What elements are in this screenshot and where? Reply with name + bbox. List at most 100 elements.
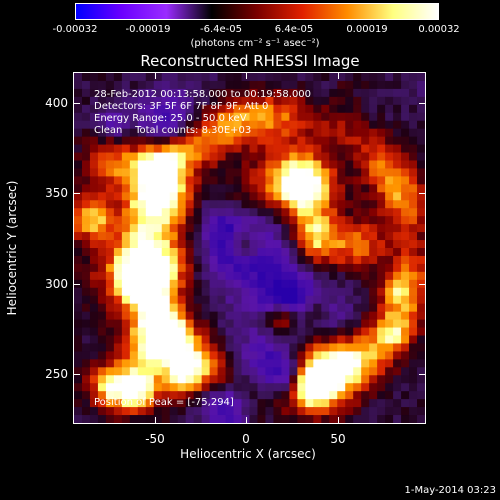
heatmap-cell — [273, 216, 283, 225]
heatmap-cell — [401, 168, 410, 177]
heatmap-cell — [417, 208, 425, 217]
heatmap-cell — [265, 192, 275, 201]
heatmap-cell — [145, 279, 155, 289]
heatmap-cell — [297, 192, 306, 201]
heatmap-cell — [297, 96, 306, 106]
heatmap-cell — [225, 128, 235, 138]
heatmap-cell — [129, 303, 139, 313]
heatmap-cell — [417, 120, 425, 130]
heatmap-cell — [201, 399, 211, 408]
heatmap-cell — [393, 152, 402, 162]
heatmap-cell — [385, 383, 394, 392]
heatmap-cell — [177, 295, 187, 305]
heatmap-cell — [185, 375, 195, 384]
heatmap-cell — [193, 359, 203, 368]
heatmap-cell — [289, 136, 298, 146]
heatmap-cell — [417, 73, 425, 82]
heatmap-cell — [89, 391, 99, 400]
heatmap-cell — [97, 399, 107, 408]
heatmap-cell — [145, 255, 155, 265]
heatmap-cell — [337, 279, 346, 289]
heatmap-cell — [417, 168, 425, 177]
heatmap-cell — [153, 152, 163, 162]
heatmap-cell — [353, 271, 362, 281]
heatmap-cell — [265, 351, 275, 360]
heatmap-cell — [105, 200, 115, 209]
heatmap-cell — [74, 168, 83, 177]
heatmap-cell — [369, 343, 378, 352]
heatmap-cell — [305, 295, 314, 305]
heatmap-cell — [409, 279, 418, 289]
heatmap-cell — [361, 184, 370, 193]
heatmap-cell — [393, 73, 402, 82]
heatmap-cell — [137, 96, 147, 106]
heatmap-cell — [177, 96, 187, 106]
heatmap-cell — [249, 184, 259, 193]
heatmap-cell — [313, 399, 322, 408]
heatmap-cell — [273, 144, 283, 154]
heatmap-cell — [209, 200, 219, 209]
heatmap-cell — [369, 287, 378, 297]
heatmap-cell — [257, 120, 267, 130]
heatmap-cell — [145, 184, 155, 193]
heatmap-cell — [193, 184, 203, 193]
heatmap-cell — [409, 327, 418, 337]
heatmap-cell — [305, 391, 314, 400]
heatmap-cell — [97, 287, 107, 297]
heatmap-cell — [417, 415, 425, 423]
heatmap-cell — [377, 232, 386, 241]
heatmap-cell — [217, 327, 227, 337]
heatmap-cell — [217, 248, 227, 257]
heatmap-cell — [289, 311, 298, 321]
heatmap-cell — [201, 271, 211, 281]
heatmap-cell — [81, 375, 91, 384]
heatmap-cell — [169, 327, 179, 337]
heatmap-cell — [97, 343, 107, 352]
heatmap-cell — [361, 391, 370, 400]
heatmap-cell — [401, 255, 410, 265]
heatmap-cell — [233, 351, 243, 360]
heatmap-cell — [185, 120, 195, 130]
heatmap-cell — [313, 232, 322, 241]
heatmap-cell — [121, 240, 131, 249]
heatmap-cell — [249, 200, 259, 209]
heatmap-cell — [305, 343, 314, 352]
heatmap-cell — [201, 192, 211, 201]
heatmap-cell — [74, 192, 83, 201]
heatmap-cell — [209, 279, 219, 289]
heatmap-cell — [257, 359, 267, 368]
heatmap-cell — [121, 391, 131, 400]
heatmap-cell — [281, 311, 290, 321]
heatmap-cell — [345, 255, 354, 265]
heatmap-cell — [233, 287, 243, 297]
heatmap-cell — [361, 240, 370, 249]
heatmap-cell — [265, 327, 275, 337]
heatmap-cell — [153, 80, 163, 90]
heatmap-cell — [233, 144, 243, 154]
rhessi-image-heatmap — [74, 73, 425, 423]
heatmap-cell — [89, 248, 99, 257]
heatmap-cell — [161, 367, 171, 376]
heatmap-cell — [185, 391, 195, 400]
heatmap-cell — [401, 287, 410, 297]
heatmap-cell — [257, 367, 267, 376]
heatmap-cell — [105, 351, 115, 360]
heatmap-cell — [409, 128, 418, 138]
heatmap-cell — [161, 383, 171, 392]
heatmap-cell — [74, 255, 83, 265]
heatmap-cell — [217, 271, 227, 281]
heatmap-cell — [417, 383, 425, 392]
heatmap-cell — [393, 96, 402, 106]
heatmap-cell — [401, 176, 410, 185]
heatmap-cell — [113, 240, 123, 249]
heatmap-cell — [217, 383, 227, 392]
heatmap-cell — [345, 128, 354, 138]
heatmap-cell — [409, 255, 418, 265]
heatmap-cell — [217, 216, 227, 225]
heatmap-cell — [337, 399, 346, 408]
heatmap-cell — [249, 415, 259, 423]
heatmap-cell — [169, 248, 179, 257]
heatmap-cell — [369, 184, 378, 193]
heatmap-cell — [369, 168, 378, 177]
heatmap-cell — [289, 152, 298, 162]
